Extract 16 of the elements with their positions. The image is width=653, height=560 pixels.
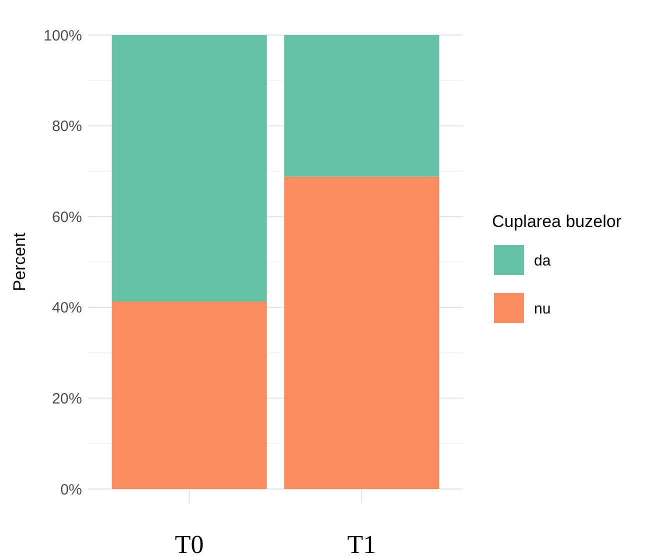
- y-tick-label: 60%: [52, 208, 82, 226]
- y-tick-label: 0%: [60, 481, 82, 498]
- legend-title: Cuplarea buzelor: [492, 212, 622, 231]
- y-tick-label: 20%: [52, 390, 82, 408]
- legend-label: da: [534, 252, 552, 270]
- x-tick-label: T1: [347, 530, 376, 559]
- legend-label: nu: [534, 300, 551, 318]
- y-tick-label: 40%: [52, 300, 82, 317]
- bar: [112, 35, 267, 302]
- bar: [284, 35, 440, 177]
- bar: [112, 302, 267, 489]
- y-tick-label: 100%: [44, 27, 82, 44]
- y-tick-label: 80%: [52, 118, 82, 136]
- x-tick-label: T0: [174, 530, 204, 559]
- y-axis-title: Percent: [10, 232, 29, 292]
- bar: [284, 176, 440, 489]
